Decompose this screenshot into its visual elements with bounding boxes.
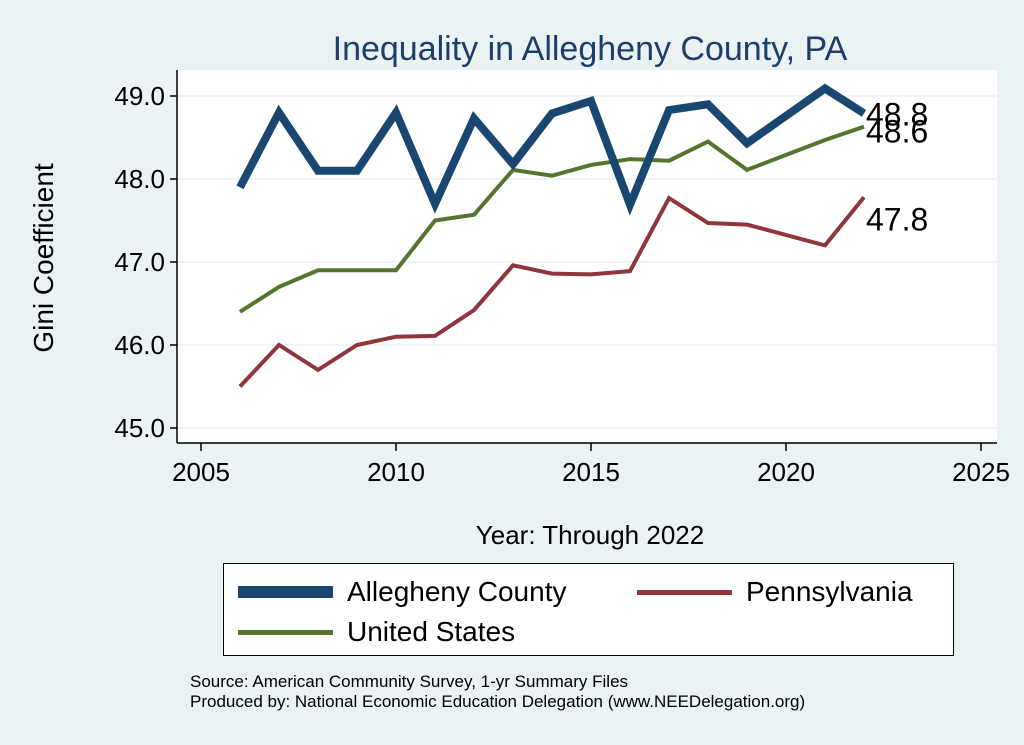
y-tick-label: 48.0 [114, 164, 165, 194]
legend-swatch-pennsylvania [637, 589, 732, 595]
end-label-pennsylvania: 47.8 [866, 201, 928, 237]
end-label-united-states: 48.6 [866, 114, 928, 150]
x-tick-label: 2020 [757, 457, 815, 487]
legend-item-united-states: United States [238, 616, 515, 648]
end-label-allegheny-county: 48.8 [866, 96, 928, 132]
chart-title: Inequality in Allegheny County, PA [333, 30, 848, 68]
legend-label-allegheny: Allegheny County [347, 576, 567, 607]
series-layer [236, 83, 867, 388]
legend-label-united-states: United States [347, 616, 516, 647]
y-tick-label: 46.0 [114, 330, 165, 360]
grid-lines [177, 95, 997, 429]
legend: Allegheny County Pennsylvania United Sta… [223, 563, 954, 656]
producer-line: Produced by: National Economic Education… [190, 692, 806, 711]
y-axis-label: Gini Coefficient [28, 163, 59, 353]
x-tick-label: 2005 [172, 457, 230, 487]
source-line: Source: American Community Survey, 1-yr … [190, 672, 629, 691]
line-chart: Inequality in Allegheny County, PA 45.04… [28, 30, 1010, 550]
x-axis: 2005 2010 2015 2020 2025 [172, 442, 1010, 487]
legend-item-allegheny: Allegheny County [238, 576, 566, 608]
y-tick-label: 49.0 [114, 81, 165, 111]
end-labels: 48.8 47.8 48.6 [866, 96, 928, 237]
series-line-allegheny-county [236, 83, 867, 216]
plot-area [177, 70, 997, 443]
x-axis-label: Year: Through 2022 [476, 520, 704, 550]
legend-label-pennsylvania: Pennsylvania [746, 576, 913, 607]
y-tick-label: 45.0 [114, 413, 165, 443]
legend-item-pennsylvania: Pennsylvania [637, 576, 913, 608]
series-line-united-states [238, 124, 865, 314]
x-tick-label: 2010 [367, 457, 425, 487]
y-tick-label: 47.0 [114, 247, 165, 277]
x-tick-label: 2015 [562, 457, 620, 487]
x-tick-label: 2025 [952, 457, 1010, 487]
legend-swatch-united-states [238, 629, 333, 635]
source-note: Source: American Community Survey, 1-yr … [190, 672, 805, 712]
y-axis: 45.0 46.0 47.0 48.0 49.0 [114, 70, 178, 443]
series-line-pennsylvania [238, 195, 866, 388]
legend-swatch-allegheny [238, 586, 333, 598]
